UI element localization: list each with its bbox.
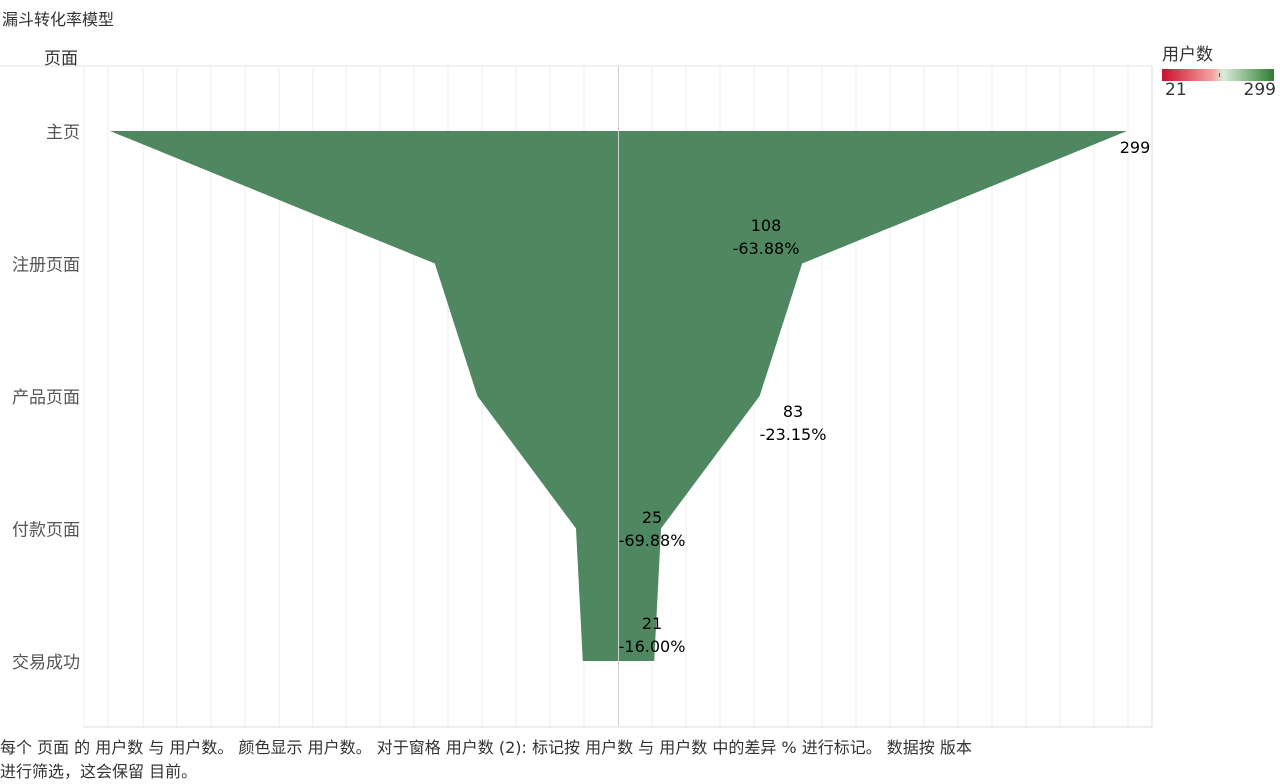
data-label-value: 108: [751, 216, 782, 235]
footer-line-1: 每个 页面 的 用户数 与 用户数。 颜色显示 用户数。 对于窗格 用户数 (2…: [0, 738, 972, 757]
stage-label: 注册页面: [12, 256, 80, 276]
data-label-value: 21: [642, 614, 662, 633]
color-legend: 用户数 21 299: [1162, 40, 1278, 100]
data-label-value: 83: [783, 402, 803, 421]
legend-gradient-bar: [1162, 69, 1274, 81]
data-label-percent: -69.88%: [619, 531, 686, 550]
funnel-layer: [110, 66, 1127, 727]
legend-max-label: 299: [1243, 80, 1276, 100]
data-label-value: 299: [1120, 138, 1151, 157]
stage-label: 付款页面: [12, 521, 80, 541]
data-label-percent: -16.00%: [619, 637, 686, 656]
data-label-percent: -23.15%: [760, 425, 827, 444]
footer-line-2: 进行筛选，这会保留 目前。: [0, 762, 198, 781]
row-header: 页面: [44, 49, 78, 69]
data-label-percent: -63.88%: [733, 239, 800, 258]
legend-title: 用户数: [1162, 45, 1213, 65]
stage-label: 主页: [46, 123, 80, 143]
footer-caption: 每个 页面 的 用户数 与 用户数。 颜色显示 用户数。 对于窗格 用户数 (2…: [0, 736, 1100, 784]
data-labels: 299 108 -63.88% 83 -23.15% 25 -69.88% 21 -16.00%: [619, 138, 1151, 656]
legend-tick: [1219, 73, 1220, 77]
page-title: 漏斗转化率模型: [2, 10, 115, 29]
stage-label: 产品页面: [12, 388, 80, 408]
data-label-value: 25: [642, 508, 662, 527]
stage-label: 交易成功: [12, 653, 80, 673]
legend-min-label: 21: [1165, 80, 1187, 100]
